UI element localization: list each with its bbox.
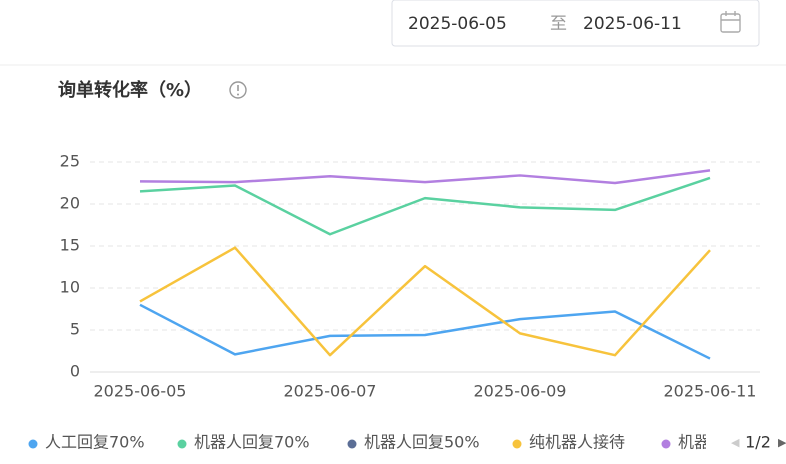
y-tick-label: 5 <box>70 320 80 339</box>
x-tick-label: 2025-06-07 <box>284 382 377 401</box>
legend-label: 机器 <box>678 433 710 452</box>
legend-prev[interactable]: ◀ <box>731 436 740 449</box>
legend-page: 1/2 <box>745 433 771 452</box>
legend-label: 机器人回复50% <box>364 433 480 452</box>
date-separator: 至 <box>550 14 567 34</box>
date-start[interactable]: 2025-06-05 <box>408 14 507 34</box>
date-end[interactable]: 2025-06-11 <box>583 14 682 34</box>
y-tick-label: 20 <box>60 194 80 213</box>
y-tick-label: 0 <box>70 362 80 381</box>
date-range-box[interactable] <box>391 0 760 47</box>
x-tick-label: 2025-06-09 <box>474 382 567 401</box>
x-tick-label: 2025-06-05 <box>94 382 187 401</box>
chart-title: 询单转化率（%） <box>58 79 202 101</box>
legend-label: 纯机器人接待 <box>529 433 625 452</box>
legend-label: 机器人回复70% <box>194 433 310 452</box>
legend-marker <box>28 439 38 449</box>
series-line <box>139 169 711 185</box>
y-tick-label: 15 <box>60 236 80 255</box>
series-line <box>139 176 711 236</box>
legend-marker <box>177 439 187 449</box>
legend-marker <box>347 439 357 449</box>
legend-label: 人工回复70% <box>45 433 145 452</box>
info-icon[interactable] <box>229 81 247 99</box>
legend-marker <box>512 439 522 449</box>
legend-next[interactable]: ▶ <box>778 436 786 449</box>
legend-marker <box>661 439 671 449</box>
y-tick-label: 10 <box>60 278 80 297</box>
series-line <box>139 303 711 360</box>
series-line <box>139 246 711 357</box>
calendar-icon[interactable] <box>720 11 741 33</box>
y-tick-label: 25 <box>60 152 80 171</box>
x-tick-label: 2025-06-11 <box>664 382 757 401</box>
